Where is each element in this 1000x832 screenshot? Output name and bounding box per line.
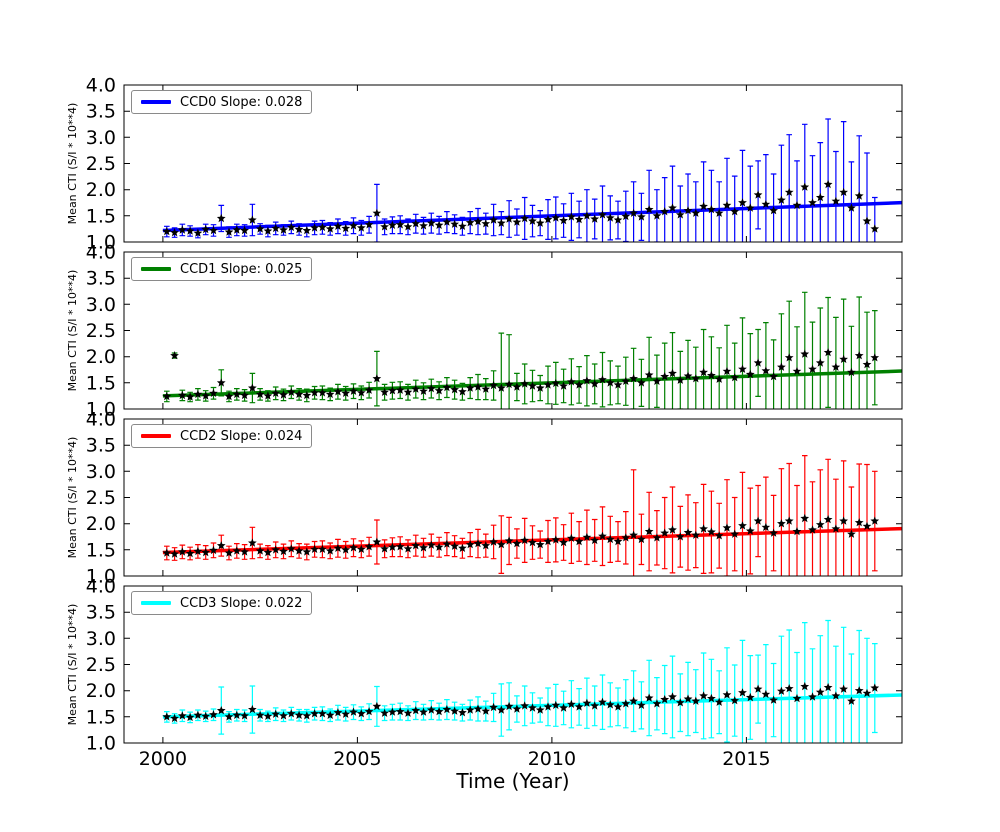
y-tick-label: 3.5 <box>86 435 116 457</box>
y-tick-label: 4.0 <box>86 75 116 97</box>
y-tick-label: 1.5 <box>86 706 116 728</box>
tick-marks <box>124 251 902 410</box>
legend-label-ccd0: CCD0 Slope: 0.028 <box>180 94 303 110</box>
y-tick-label: 3.0 <box>86 127 116 149</box>
data-points <box>162 179 880 237</box>
y-tick-label: 4.0 <box>86 242 116 264</box>
trend-line <box>162 200 902 233</box>
legend-ccd1: CCD1 Slope: 0.025 <box>131 257 313 281</box>
y-tick-label: 4.0 <box>86 409 116 431</box>
tick-marks <box>124 84 902 243</box>
y-axis-label-ccd3: Mean CTI (S/I * 10**4) <box>66 603 79 726</box>
y-tick-label: 3.5 <box>86 602 116 624</box>
legend-line-sample-ccd2 <box>141 434 171 438</box>
x-tick-label: 2010 <box>528 748 576 770</box>
y-tick-label: 4.0 <box>86 576 116 598</box>
x-tick-label: 2000 <box>139 748 187 770</box>
x-tick-label: 2015 <box>722 748 770 770</box>
legend-label-ccd1: CCD1 Slope: 0.025 <box>180 261 303 277</box>
y-axis-label-ccd2: Mean CTI (S/I * 10**4) <box>66 436 79 559</box>
y-tick-label: 1.5 <box>86 372 116 394</box>
y-tick-label: 1.0 <box>86 733 116 755</box>
y-tick-label: 2.5 <box>86 654 116 676</box>
y-tick-label: 2.5 <box>86 487 116 509</box>
data-points <box>162 513 880 558</box>
data-points <box>162 681 880 723</box>
y-tick-label: 2.0 <box>86 513 116 535</box>
y-tick-label: 2.0 <box>86 680 116 702</box>
y-tick-label: 1.0 <box>86 566 116 588</box>
legend-ccd2: CCD2 Slope: 0.024 <box>131 424 313 448</box>
y-tick-label: 3.0 <box>86 294 116 316</box>
legend-ccd3: CCD3 Slope: 0.022 <box>131 591 313 615</box>
y-tick-label: 1.0 <box>86 232 116 254</box>
y-tick-label: 3.0 <box>86 628 116 650</box>
y-tick-label: 2.5 <box>86 320 116 342</box>
x-tick-label: 2005 <box>333 748 381 770</box>
y-tick-label: 3.0 <box>86 461 116 483</box>
legend-line-sample-ccd0 <box>141 100 171 104</box>
legend-line-sample-ccd1 <box>141 267 171 271</box>
y-axis-label-ccd0: Mean CTI (S/I * 10**4) <box>66 102 79 225</box>
data-points <box>162 347 880 401</box>
tick-marks <box>124 585 902 744</box>
y-tick-label: 2.5 <box>86 153 116 175</box>
y-tick-label: 2.0 <box>86 346 116 368</box>
y-tick-label: 3.5 <box>86 268 116 290</box>
y-tick-label: 3.5 <box>86 101 116 123</box>
tick-marks <box>124 418 902 577</box>
legend-label-ccd3: CCD3 Slope: 0.022 <box>180 595 303 611</box>
legend-ccd0: CCD0 Slope: 0.028 <box>131 90 313 114</box>
y-tick-label: 1.5 <box>86 205 116 227</box>
y-tick-label: 1.5 <box>86 539 116 561</box>
legend-label-ccd2: CCD2 Slope: 0.024 <box>180 428 303 444</box>
y-tick-label: 1.0 <box>86 399 116 421</box>
y-tick-label: 2.0 <box>86 179 116 201</box>
legend-line-sample-ccd3 <box>141 601 171 605</box>
x-axis-label: Time (Year) <box>456 769 570 793</box>
y-axis-label-ccd1: Mean CTI (S/I * 10**4) <box>66 269 79 392</box>
